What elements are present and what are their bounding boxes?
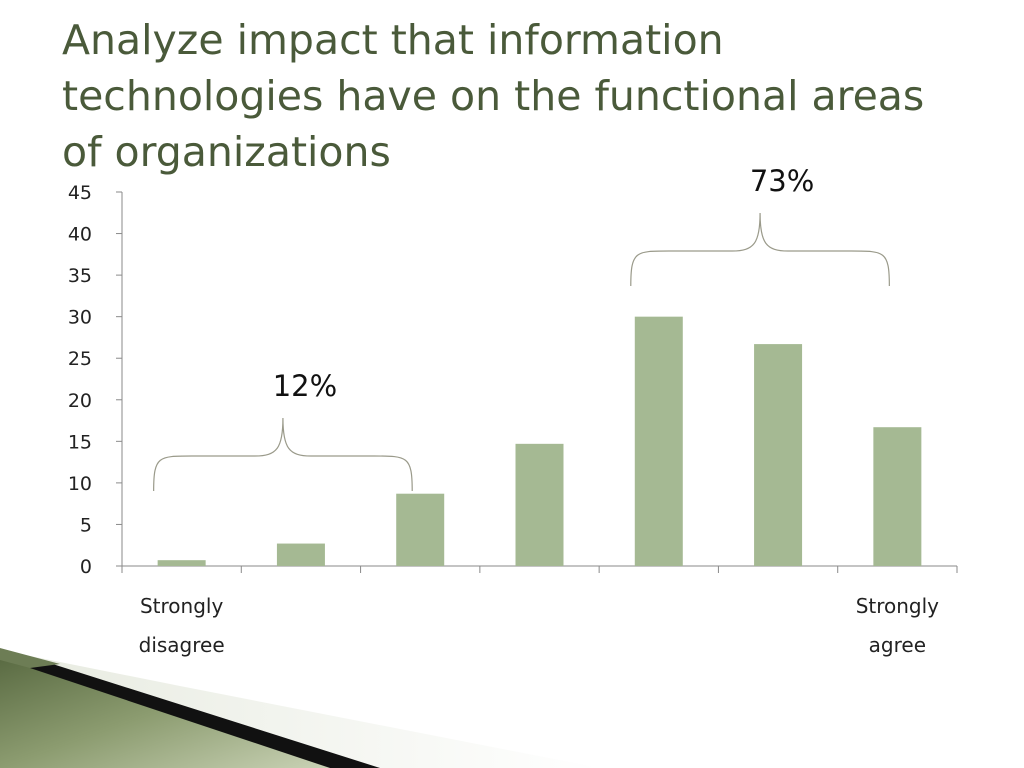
bar-5 [634,316,683,566]
y-tick-label: 40 [68,224,92,246]
bar-7 [873,427,922,566]
brace-1 [630,212,890,287]
y-tick-label: 45 [68,182,92,204]
chart-axes: 0 5 10 15 20 25 30 35 40 45 [68,182,958,578]
percent-label-1: 73% [750,164,814,198]
bar-3 [396,493,445,566]
bar-2 [276,543,325,566]
x-end-label-left: Strongly [140,594,223,618]
percent-label-0: 12% [273,369,337,403]
slide-title: Analyze impact that information technolo… [62,16,925,176]
bar-6 [754,344,803,566]
bar-4 [515,443,564,566]
y-tick-label: 25 [68,348,92,370]
y-tick-label: 10 [68,473,92,495]
x-end-label-right: Strongly [856,594,939,618]
bar-1 [157,560,206,566]
y-tick-label: 30 [68,307,92,329]
y-tick-label: 0 [80,556,92,578]
brace-0 [153,417,413,492]
y-tick-label: 5 [80,514,92,536]
y-tick-label: 20 [68,390,92,412]
x-end-label-right: agree [869,633,926,657]
chart-bars [157,316,922,566]
category-labels: Strongly disagree Strongly agree [139,594,940,657]
y-tick-label: 35 [68,265,92,287]
y-tick-label: 15 [68,431,92,453]
x-end-label-left: disagree [139,633,225,657]
chart-annotations: 12% 73% [153,164,890,492]
